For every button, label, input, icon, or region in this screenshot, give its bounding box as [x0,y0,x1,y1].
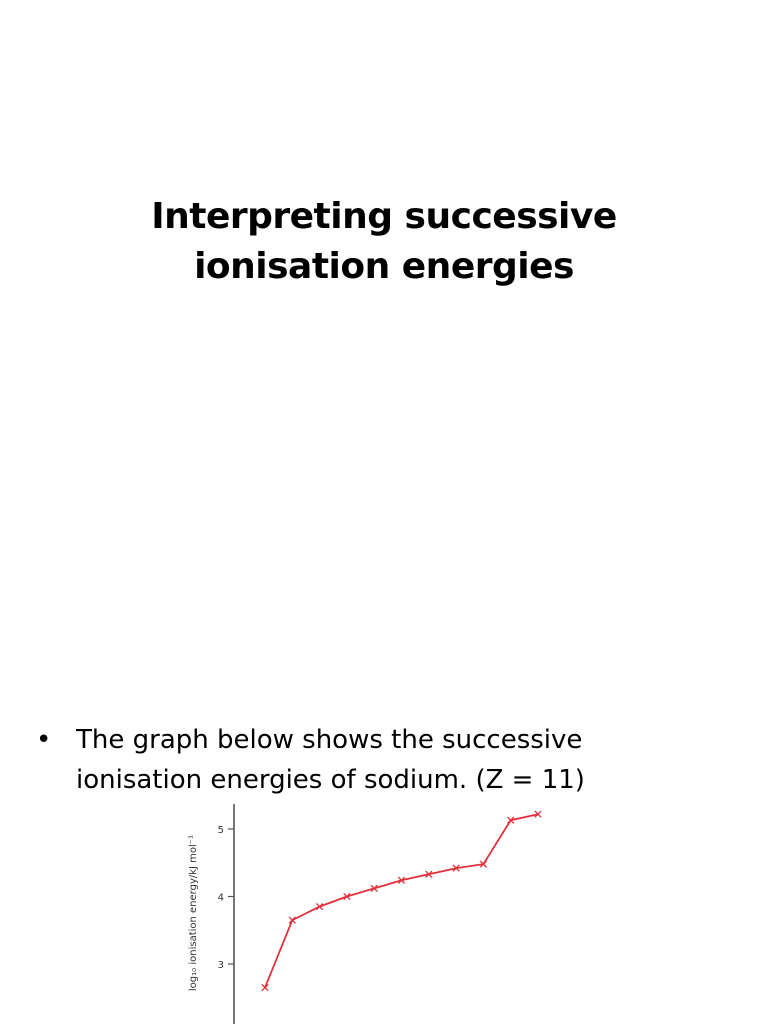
data-points [261,810,542,992]
data-point-4 [343,892,351,901]
bullet-text: The graph below shows the successive ion… [76,725,585,795]
data-point-11 [534,810,542,818]
bullet-point: • The graph below shows the successive i… [36,720,656,800]
data-point-1 [261,983,269,992]
slide-title: Interpreting successive ionisation energ… [151,196,617,287]
data-point-3 [315,902,324,911]
data-point-9 [479,860,488,868]
data-point-6 [397,876,406,884]
data-point-7 [425,870,433,878]
data-point-8 [452,864,460,872]
ionisation-energy-chart: 3 4 5 log₁₀ ionisation energy/kJ mol⁻¹ [150,800,610,1024]
y-tick-label-4: 4 [218,893,224,904]
series-line [264,813,539,988]
chart-svg: 3 4 5 log₁₀ ionisation energy/kJ mol⁻¹ [188,804,542,1024]
y-tick-label-5: 5 [218,825,224,836]
bullet-icon: • [36,725,52,755]
y-ticks: 3 4 5 [218,825,234,971]
data-point-5 [370,884,378,893]
data-point-2 [288,916,296,924]
y-axis-label: log₁₀ ionisation energy/kJ mol⁻¹ [188,835,199,991]
data-point-10 [507,816,515,824]
y-tick-label-3: 3 [218,960,224,971]
